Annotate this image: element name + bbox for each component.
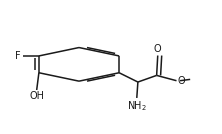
Text: F: F [14,51,20,61]
Text: O: O [154,44,162,54]
Text: O: O [178,76,185,86]
Text: OH: OH [29,91,44,101]
Text: NH$_2$: NH$_2$ [127,99,147,113]
